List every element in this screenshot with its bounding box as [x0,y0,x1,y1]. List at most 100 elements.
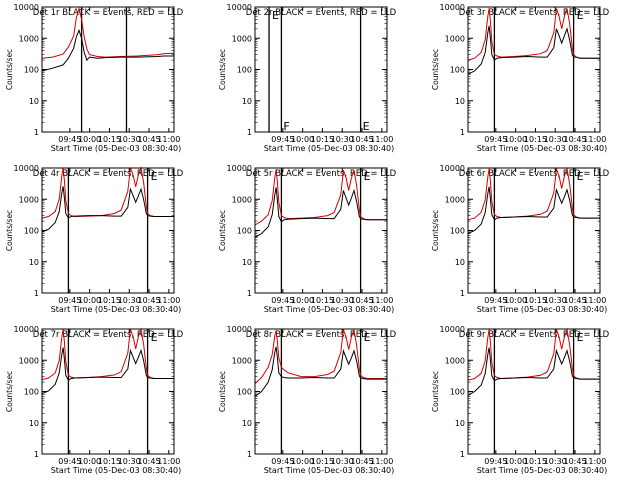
x-tick-label: 10:30 [331,135,354,144]
y-tick-label: 10000 [440,3,465,12]
x-tick-label: 11:00 [157,296,180,305]
flag-e: E [577,331,584,344]
y-tick-label: 1000 [19,34,39,43]
y-tick-label: 1000 [445,195,465,204]
y-tick-label: 1 [247,128,252,137]
x-axis-label: Start Time (05-Dec-03 08:30:40) [264,466,395,475]
y-tick-label: 100 [237,66,252,75]
series-events-line [467,347,600,396]
x-tick-label: 10:00 [291,296,314,305]
x-tick-label: 10:30 [544,135,567,144]
x-tick-label: 10:15 [98,296,121,305]
y-tick-label: 10 [455,419,465,428]
panel-title: Det 9r BLACK = Events, RED = LLD [459,330,610,340]
y-tick-label: 1 [247,289,252,298]
x-tick-label: 11:00 [157,457,180,466]
y-tick-label: 1000 [445,356,465,365]
x-tick-label: 10:45 [138,457,161,466]
x-tick-label: 10:00 [291,135,314,144]
x-tick-label: 11:00 [370,457,393,466]
x-tick-label: 09:45 [58,296,81,305]
series-events-line [254,187,387,238]
y-axis-label: Counts/sec [5,49,14,90]
x-tick-label: 10:45 [351,135,374,144]
y-tick-label: 10000 [14,325,39,334]
x-tick-label: 11:00 [370,135,393,144]
y-tick-label: 100 [237,227,252,236]
y-tick-label: 1 [460,289,465,298]
y-tick-label: 10 [29,258,39,267]
series-lld-line [254,329,387,384]
y-tick-label: 10 [242,258,252,267]
y-tick-label: 1000 [232,34,252,43]
y-tick-label: 10000 [440,164,465,173]
x-tick-label: 10:30 [544,457,567,466]
x-tick-label: 11:00 [583,296,606,305]
x-tick-label: 11:00 [583,457,606,466]
y-tick-label: 10000 [440,325,465,334]
y-tick-label: 1 [460,450,465,459]
flag-e: E [364,331,371,344]
x-tick-label: 10:00 [504,296,527,305]
y-tick-label: 100 [450,388,465,397]
plot-frame [254,328,388,455]
x-tick-label: 09:45 [58,457,81,466]
x-tick-label: 10:45 [564,296,587,305]
panel-det-2: Det 2r BLACK = Events, RED = LLD F E 1 10 100… [218,3,397,153]
panel-title: Det 5r BLACK = Events, RED = LLD [246,169,397,179]
plot-frame [467,167,601,294]
series-lld-line [41,327,174,381]
y-tick-label: 10 [455,97,465,106]
x-tick-label: 10:45 [138,296,161,305]
x-tick-label: 10:30 [118,135,141,144]
y-axis-label: Counts/sec [218,371,227,412]
series-events-line [467,186,600,234]
x-axis-label: Start Time (05-Dec-03 08:30:40) [477,466,608,475]
y-tick-label: 10000 [227,3,252,12]
y-tick-label: 1000 [445,34,465,43]
x-tick-label: 11:00 [157,135,180,144]
x-tick-label: 09:45 [271,457,294,466]
y-tick-label: 100 [237,388,252,397]
panel-title: Det 2r BLACK = Events, RED = LLD [246,8,397,18]
y-tick-label: 1000 [232,356,252,365]
x-tick-label: 10:30 [544,296,567,305]
flag-f: F [283,120,289,133]
x-tick-label: 10:45 [564,135,587,144]
y-tick-label: 100 [24,227,39,236]
y-tick-label: 10000 [14,3,39,12]
x-tick-label: 10:00 [78,296,101,305]
x-tick-label: 10:45 [138,135,161,144]
flag-e: E [151,170,158,183]
panel-title: Det 4r BLACK = Events, RED = LLD [33,169,184,179]
y-tick-label: 10 [29,419,39,428]
x-tick-label: 10:15 [524,135,547,144]
y-tick-label: 10000 [14,164,39,173]
x-tick-label: 10:45 [564,457,587,466]
x-tick-label: 10:30 [331,457,354,466]
x-tick-label: 10:00 [504,457,527,466]
x-axis-label: Start Time (05-Dec-03 08:30:40) [477,305,608,314]
x-tick-label: 09:45 [484,296,507,305]
x-tick-label: 11:00 [370,296,393,305]
x-tick-label: 10:15 [311,457,334,466]
series-events-line [41,347,174,395]
y-tick-label: 1 [460,128,465,137]
plot-frame [41,328,175,455]
y-axis-label: Counts/sec [431,371,440,412]
y-axis-label: Counts/sec [431,49,440,90]
y-tick-label: 10 [242,419,252,428]
y-tick-label: 1 [34,450,39,459]
flag-e: E [577,9,584,22]
series-events-line [254,346,387,397]
y-axis-label: Counts/sec [218,210,227,251]
x-tick-label: 10:00 [291,457,314,466]
x-tick-label: 10:00 [504,135,527,144]
series-lld-line [41,166,174,219]
y-tick-label: 100 [24,388,39,397]
series-events-line [467,25,600,75]
